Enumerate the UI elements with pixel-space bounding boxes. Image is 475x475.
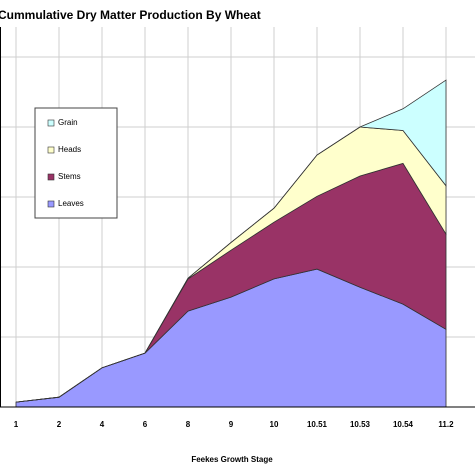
area bbox=[15, 79, 447, 403]
x-tick-label: 10.54 bbox=[393, 420, 414, 429]
x-axis-title: Feekes Growth Stage bbox=[191, 455, 273, 464]
legend: Grain Heads Stems Leaves bbox=[34, 107, 118, 219]
legend-label: Stems bbox=[58, 172, 81, 181]
x-tick-label: 6 bbox=[143, 420, 148, 429]
x-tick-label: 9 bbox=[229, 420, 234, 429]
legend-label: Grain bbox=[58, 118, 78, 127]
legend-swatch bbox=[47, 119, 55, 127]
chart-title: Cummulative Dry Matter Production By Whe… bbox=[0, 8, 261, 22]
x-tick-label: 10.53 bbox=[350, 420, 371, 429]
legend-label: Heads bbox=[58, 145, 81, 154]
legend-label: Leaves bbox=[58, 199, 84, 208]
legend-swatch bbox=[47, 146, 55, 154]
x-tick-label: 4 bbox=[100, 420, 105, 429]
x-tick-label: 8 bbox=[186, 420, 191, 429]
x-tick-label: 10.51 bbox=[307, 420, 328, 429]
x-tick-label: 1 bbox=[14, 420, 19, 429]
legend-swatch bbox=[47, 200, 55, 208]
x-tick-label: 11.2 bbox=[438, 420, 454, 429]
legend-swatch bbox=[47, 173, 55, 181]
x-tick-label: 10 bbox=[270, 420, 279, 429]
x-tick-label: 2 bbox=[57, 420, 62, 429]
legend-box bbox=[34, 107, 118, 219]
